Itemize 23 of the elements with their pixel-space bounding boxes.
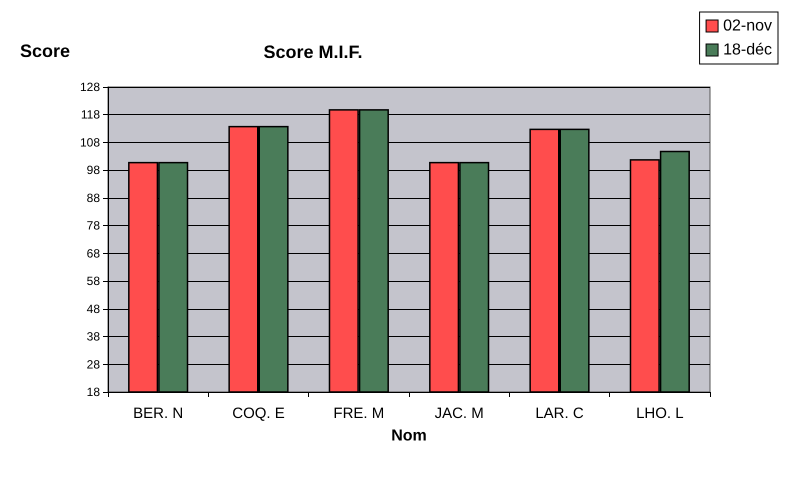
legend-label: 18-déc xyxy=(723,42,772,58)
y-tick-label: 98 xyxy=(86,163,100,178)
x-tick-label: COQ. E xyxy=(232,405,285,422)
x-tick-label: LHO. L xyxy=(636,405,684,422)
y-tick-label: 78 xyxy=(86,218,100,233)
y-tick-label: 18 xyxy=(86,385,100,399)
y-tick-label: 108 xyxy=(80,135,100,150)
y-tick-label: 128 xyxy=(80,80,100,94)
y-tick-label: 88 xyxy=(86,190,100,205)
y-tick-label: 118 xyxy=(80,108,100,122)
x-tick-label: JAC. M xyxy=(434,405,484,422)
y-tick-label: 48 xyxy=(86,302,100,316)
x-tick-label: LAR. C xyxy=(535,405,584,422)
x-tick-label: FRE. M xyxy=(333,405,384,422)
y-tick-label: 68 xyxy=(86,246,100,260)
x-axis-title: Nom xyxy=(391,428,427,444)
y-tick-label: 28 xyxy=(86,357,100,372)
y-tick-label: 58 xyxy=(86,274,100,288)
chart-title: Score M.I.F. xyxy=(263,42,363,62)
legend-label: 02-nov xyxy=(723,18,772,34)
x-tick-label: BER. N xyxy=(133,405,184,422)
y-tick-label: 38 xyxy=(86,330,100,344)
y-axis-title: Score xyxy=(20,41,70,61)
